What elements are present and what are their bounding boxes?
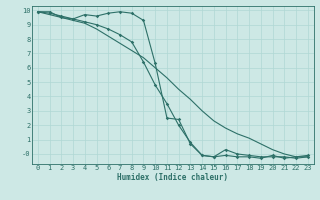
X-axis label: Humidex (Indice chaleur): Humidex (Indice chaleur) — [117, 173, 228, 182]
